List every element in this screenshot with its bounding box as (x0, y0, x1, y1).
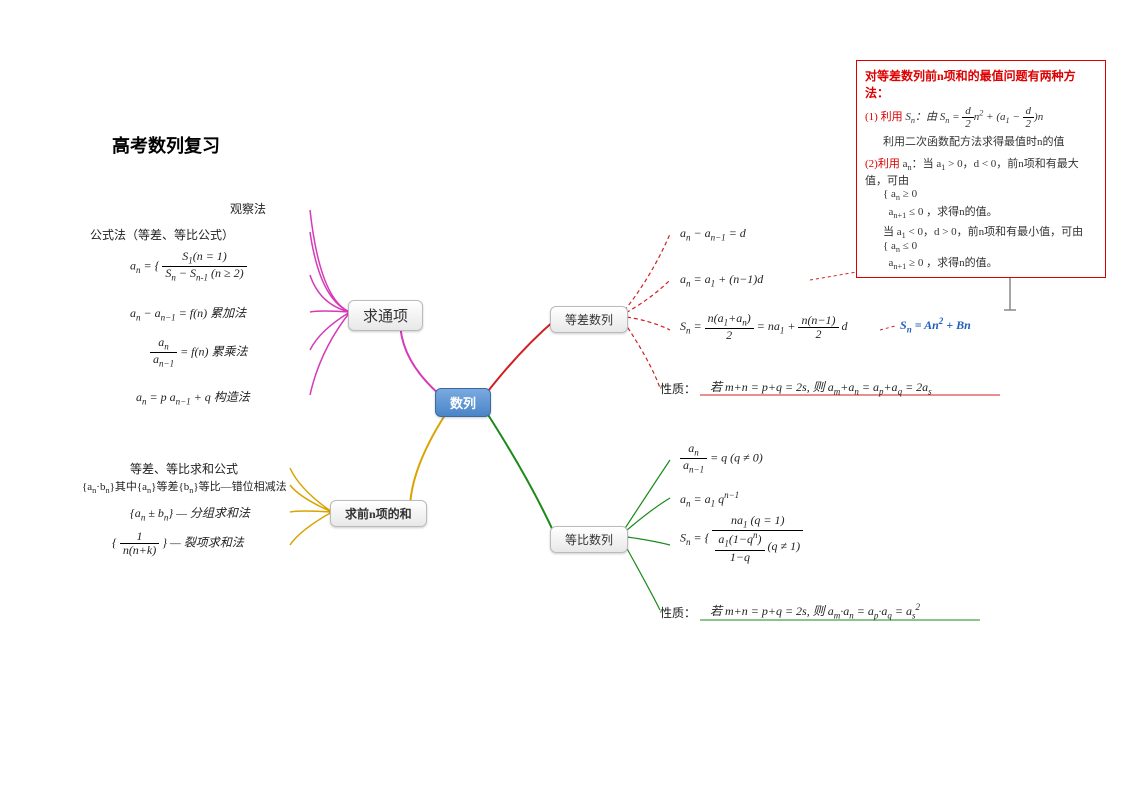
page-title: 高考数列复习 (112, 132, 220, 158)
leaf-construct: an = p an−1 + q 构造法 (136, 388, 250, 406)
leaf-geom-def: anan−1 = q (q ≠ 0) (680, 442, 763, 476)
note-line2c: 当 a1 < 0，d > 0，前n项和有最小值，可由 (883, 223, 1097, 240)
leaf-arith-def: an − an−1 = d (680, 226, 746, 242)
leaf-arith-sn: Sn = n(a1+an)2 = na1 + n(n−1)2 d (680, 312, 848, 342)
note-line1b: 利用二次函数配方法求得最值时n的值 (883, 133, 1097, 149)
leaf-observe: 观察法 (230, 200, 266, 217)
note-line1: (1) 利用 Sn：由 Sn = d2n2 + (a1 − d2)n (865, 105, 1097, 130)
leaf-accumulate-mul: anan−1 = f(n) 累乘法 (150, 336, 248, 370)
leaf-formula: 公式法（等差、等比公式） (90, 226, 234, 243)
leaf-sum-split: { 1n(n+k) } — 裂项求和法 (112, 530, 244, 557)
note-line2d: { an ≤ 0 an+1 ≥ 0 ，求得n的值。 (883, 240, 1097, 271)
leaf-geom-prop-label: 性质： (660, 604, 696, 621)
leaf-geom-an: an = a1 qn−1 (680, 490, 739, 508)
note-line2b: { an ≥ 0 an+1 ≤ 0 ，求得n的值。 (883, 188, 1097, 219)
note-line2: (2)利用 an：当 a1 > 0，d < 0，前n项和有最大值，可由 (865, 155, 1097, 188)
branch-arithmetic: 等差数列 (550, 306, 628, 333)
note-box-extremum: 对等差数列前n项和的最值问题有两种方法： (1) 利用 Sn：由 Sn = d2… (856, 60, 1106, 278)
leaf-geom-sn: Sn = { na1 (q = 1)a1(1−qn)1−q (q ≠ 1) (680, 514, 803, 564)
leaf-arith-sn-quad: Sn = An2 + Bn (900, 316, 971, 334)
leaf-sum-dislocation: {an·bn}其中{an}等差{bn}等比—错位相减法 (82, 478, 287, 495)
branch-geometric: 等比数列 (550, 526, 628, 553)
leaf-sum-group: {an ± bn} — 分组求和法 (130, 504, 250, 522)
branch-sum: 求前n项的和 (330, 500, 427, 527)
leaf-arith-prop-label: 性质： (660, 380, 696, 397)
branch-general-term: 求通项 (348, 300, 423, 331)
leaf-arith-an: an = a1 + (n−1)d (680, 272, 763, 288)
leaf-arith-prop: 若 m+n = p+q = 2s, 则 am+an = ap+aq = 2as (710, 378, 932, 396)
leaf-an-sn: an = { S1(n = 1)Sn − Sn-1 (n ≥ 2) (130, 250, 247, 284)
note-title: 对等差数列前n项和的最值问题有两种方法： (865, 67, 1097, 101)
leaf-accumulate-add: an − an−1 = f(n) 累加法 (130, 304, 246, 322)
center-node-sequence: 数列 (435, 388, 491, 417)
leaf-geom-prop: 若 m+n = p+q = 2s, 则 am·an = ap·aq = as2 (710, 602, 920, 620)
leaf-sum-formula: 等差、等比求和公式 (130, 460, 238, 477)
